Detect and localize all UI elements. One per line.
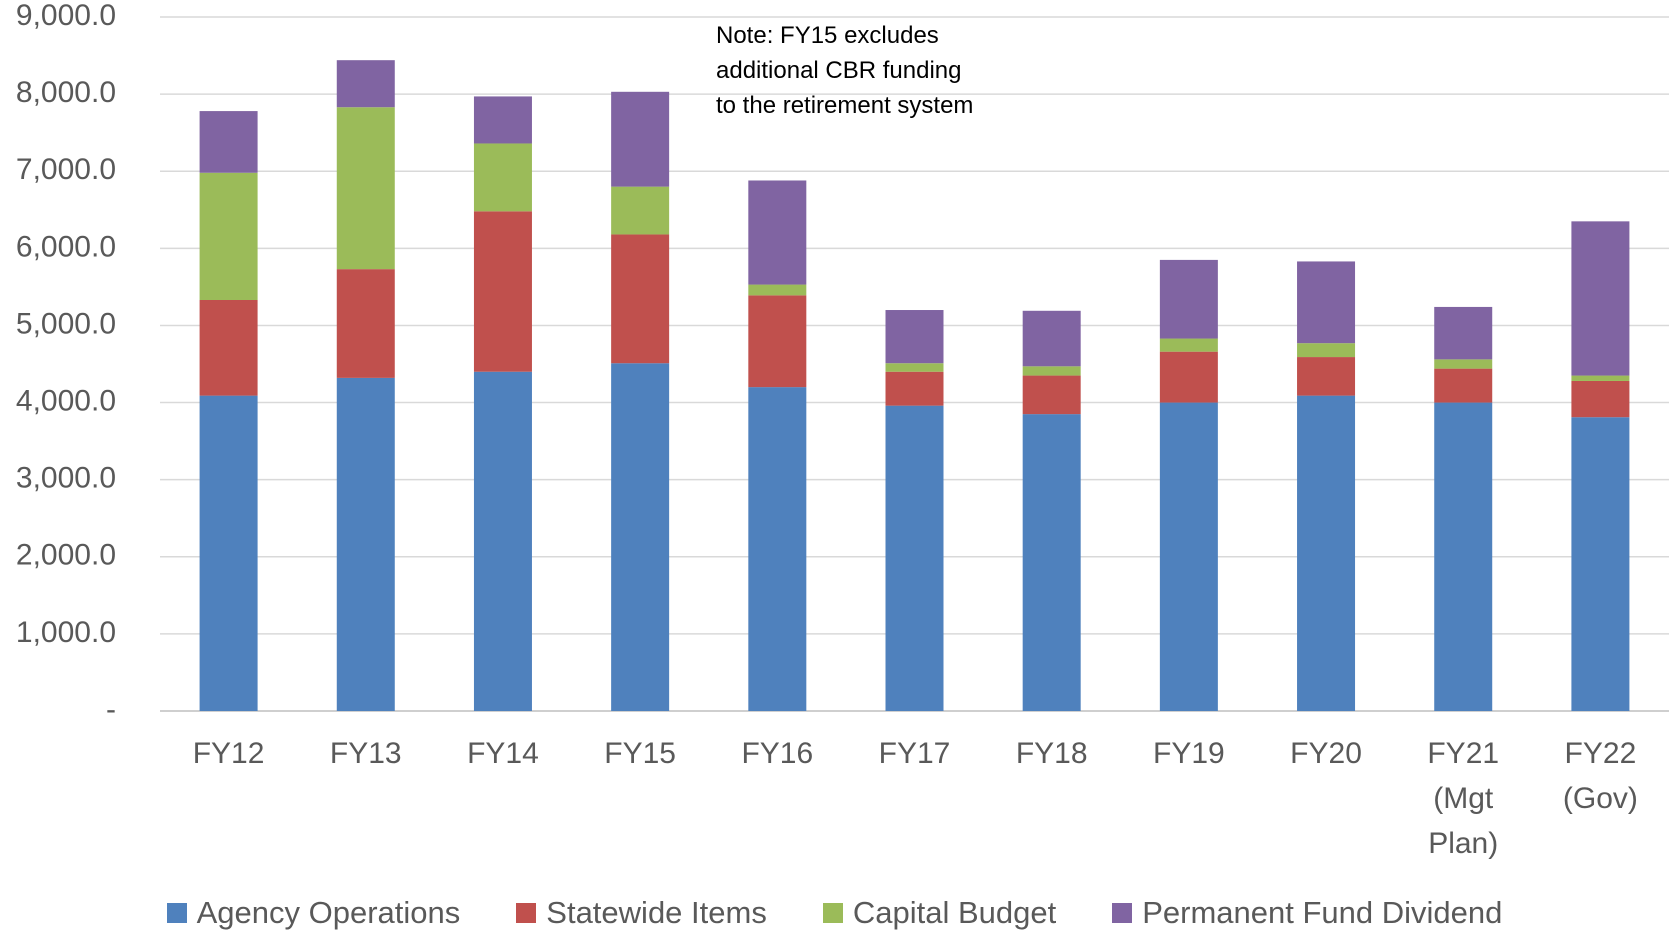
bar-segment <box>336 269 395 378</box>
legend-item: Statewide Items <box>516 895 767 931</box>
x-tick-label: FY17 <box>878 737 951 770</box>
bar-segment <box>1571 417 1630 711</box>
bar-segment <box>885 371 944 406</box>
y-tick-label: 2,000.0 <box>16 539 116 572</box>
bar-segment <box>199 172 258 300</box>
bar-segment <box>1022 310 1081 367</box>
x-tick-label: FY20 <box>1290 737 1362 770</box>
y-tick-label: 9,000.0 <box>16 0 116 32</box>
x-tick-label: FY15 <box>604 737 676 770</box>
y-tick-label: 8,000.0 <box>16 76 116 109</box>
bar-segment <box>1571 375 1630 381</box>
bar-segment <box>885 363 944 372</box>
bar-segment <box>1297 357 1356 396</box>
x-tick-label: FY21 (Mgt Plan) <box>1427 737 1500 860</box>
y-tick-label: 5,000.0 <box>16 307 116 340</box>
bar-segment <box>1297 261 1356 344</box>
bar-segment <box>1159 351 1218 403</box>
legend-swatch <box>822 903 843 923</box>
bar-segment <box>336 107 395 270</box>
bar-segment <box>748 284 807 296</box>
legend-swatch <box>516 903 537 923</box>
y-tick-label: 7,000.0 <box>16 153 116 186</box>
y-tick-label: 6,000.0 <box>16 230 116 263</box>
x-tick-label: FY16 <box>741 737 814 770</box>
bar-segment <box>1159 259 1218 339</box>
x-tick-label: FY22 (Gov) <box>1562 737 1638 815</box>
bar-segment <box>336 377 395 711</box>
legend-label: Statewide Items <box>546 895 767 930</box>
annotation: Note: FY15 excludes additional CBR fundi… <box>716 22 974 119</box>
legend-item: Agency Operations <box>166 895 461 931</box>
bar-segment <box>885 310 944 364</box>
bar-segment <box>611 234 670 364</box>
x-tick-label: FY13 <box>329 737 402 770</box>
bar-segment <box>1571 380 1630 418</box>
bar-segment <box>1022 366 1081 376</box>
bar-segment <box>473 371 532 711</box>
x-tick-label: FY19 <box>1153 737 1225 770</box>
x-tick-label: FY14 <box>467 737 539 770</box>
bar-segment <box>199 111 258 173</box>
bar-segment <box>1434 368 1493 403</box>
legend-swatch <box>166 903 187 923</box>
x-tick-label: FY18 <box>1015 737 1088 770</box>
bar-segment <box>1022 375 1081 415</box>
bar-segment <box>1022 414 1081 711</box>
bar-segment <box>1159 338 1218 352</box>
bar-segment <box>1434 402 1493 711</box>
bar-segment <box>611 186 670 235</box>
bar-segment <box>611 363 670 711</box>
bar-segment <box>473 96 532 144</box>
bar-segment <box>473 211 532 372</box>
bar-segment <box>1159 402 1218 711</box>
bar-segment <box>885 405 944 711</box>
bar-segment <box>748 180 807 285</box>
y-tick-label: 3,000.0 <box>16 462 116 495</box>
legend-label: Capital Budget <box>852 895 1057 930</box>
bar-segment <box>1571 221 1630 376</box>
bar-segment <box>1434 359 1493 369</box>
legend-item: Permanent Fund Dividend <box>1112 895 1502 931</box>
bar-segment <box>199 395 258 711</box>
legend: Agency Operations Statewide Items Capital … <box>0 895 1669 931</box>
y-tick-label: 1,000.0 <box>16 616 116 649</box>
bar-segment <box>611 91 670 187</box>
bar-segment <box>748 295 807 388</box>
legend-label: Permanent Fund Dividend <box>1142 895 1503 930</box>
bar-segment <box>473 143 532 212</box>
legend-label: Agency Operations <box>196 895 461 930</box>
y-tick-label: - <box>106 693 116 726</box>
y-tick-label: 4,000.0 <box>16 384 116 417</box>
bar-segment <box>336 60 395 108</box>
legend-swatch <box>1112 903 1133 923</box>
x-tick-label: FY12 <box>192 737 265 770</box>
bar-segment <box>748 387 807 711</box>
legend-item: Capital Budget <box>822 895 1057 931</box>
bar-segment <box>1434 306 1493 360</box>
bar-segment <box>1297 343 1356 358</box>
bar-segment <box>199 299 258 396</box>
bar-segment <box>1297 395 1356 711</box>
